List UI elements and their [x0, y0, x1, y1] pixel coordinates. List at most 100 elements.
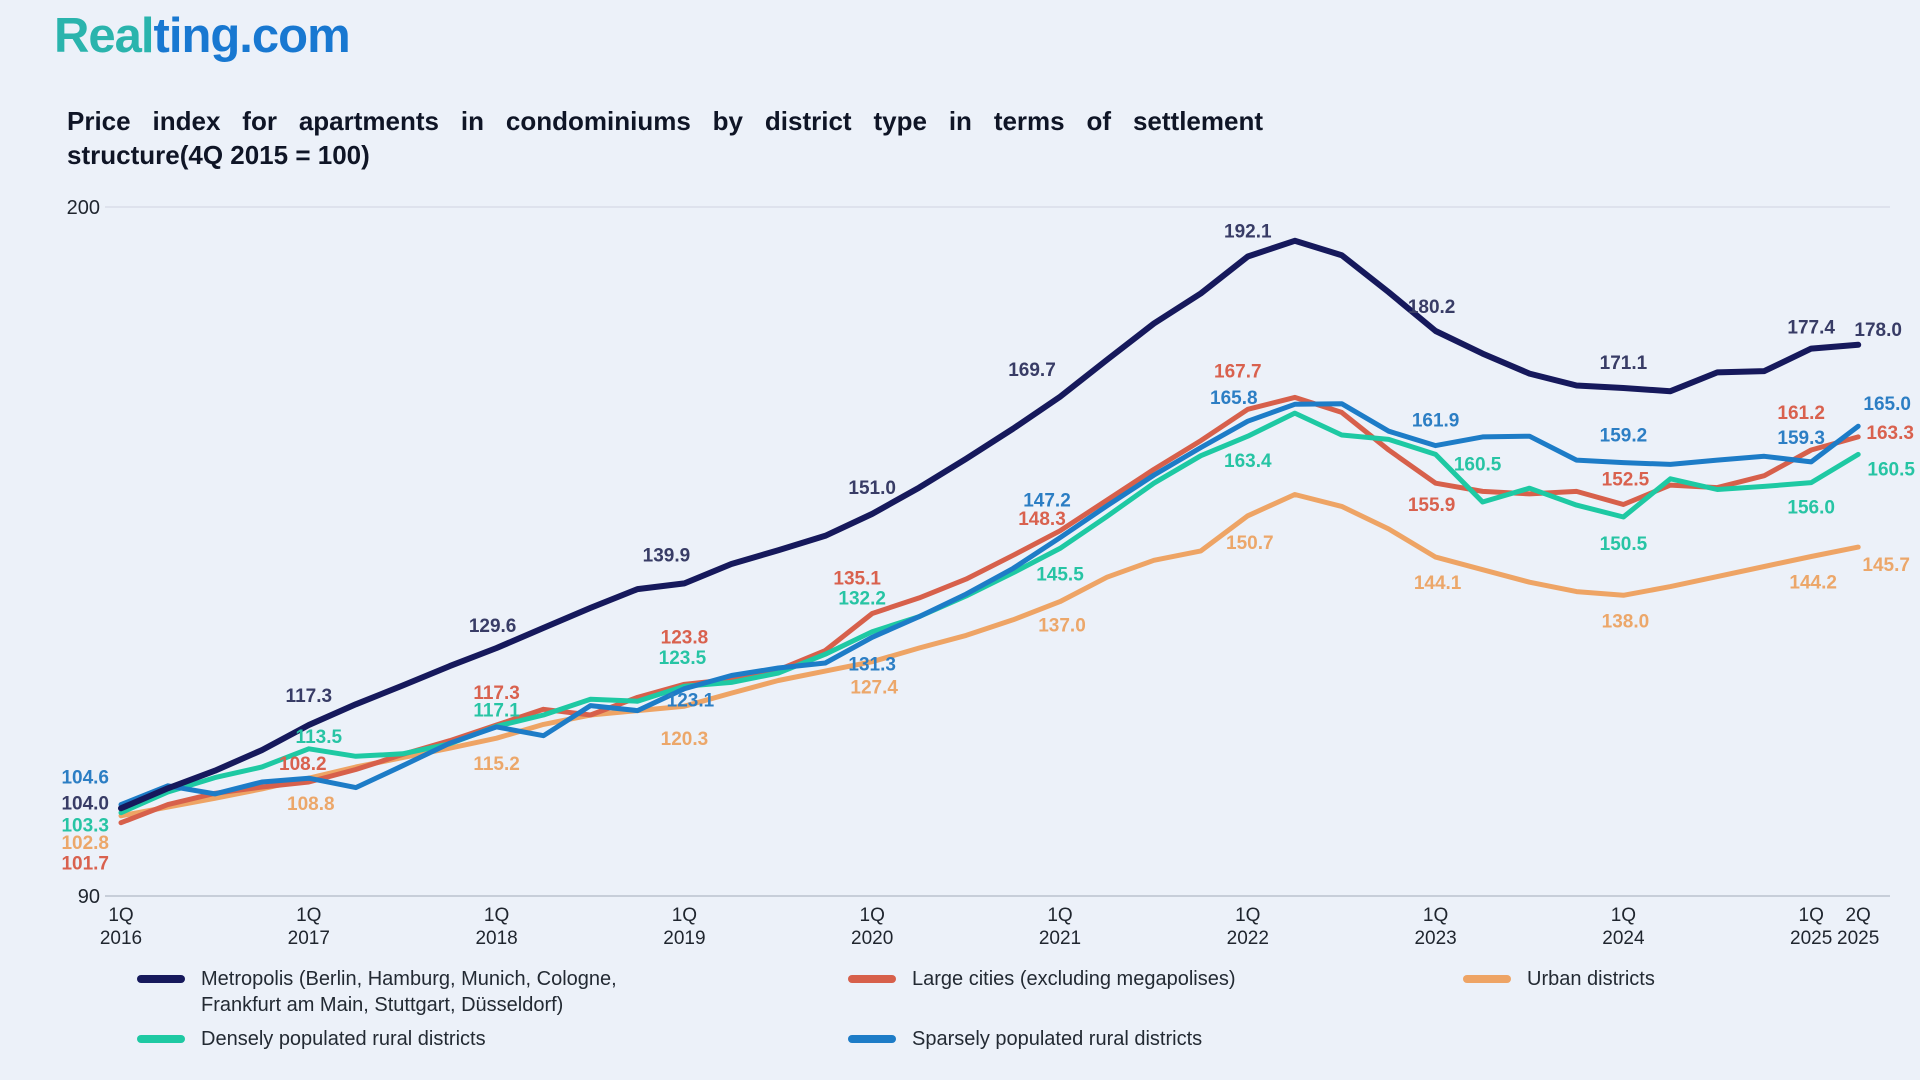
data-label-sparsely: 159.3 — [1777, 428, 1825, 449]
legend-item-urban[interactable]: Urban districts — [1463, 966, 1655, 992]
data-label-densely: 160.5 — [1454, 454, 1502, 475]
data-label-urban: 145.7 — [1862, 555, 1910, 576]
data-label-large_cities: 161.2 — [1777, 403, 1825, 424]
x-tick-label: 1Q — [1235, 905, 1260, 926]
x-tick-label: 2017 — [288, 928, 330, 949]
data-label-sparsely: 123.1 — [667, 691, 715, 712]
data-label-urban: 137.0 — [1038, 616, 1086, 637]
logo-part-blue: ting.com — [153, 9, 351, 63]
legend-item-large-cities[interactable]: Large cities (excluding megapolises) — [848, 966, 1236, 992]
data-label-metropolis: 104.0 — [61, 793, 109, 814]
legend-label-sparsely: Sparsely populated rural districts — [912, 1028, 1203, 1050]
data-label-densely: 163.4 — [1224, 451, 1272, 472]
legend-swatch-urban — [1463, 975, 1511, 983]
data-label-densely: 132.2 — [838, 589, 886, 610]
chart-title: Price index for apartments in condominiu… — [67, 104, 1263, 172]
data-label-sparsely: 147.2 — [1023, 491, 1071, 512]
series-line-densely — [118, 410, 1861, 816]
data-label-large_cities: 101.7 — [61, 854, 109, 875]
x-tick-label: 2023 — [1414, 928, 1456, 949]
x-tick-label: 2025 — [1790, 928, 1832, 949]
data-label-metropolis: 180.2 — [1408, 297, 1456, 318]
data-label-large_cities: 108.2 — [279, 754, 327, 775]
data-label-sparsely: 165.8 — [1210, 388, 1258, 409]
data-label-large_cities: 163.3 — [1866, 423, 1914, 444]
data-label-urban: 120.3 — [661, 729, 709, 750]
legend-item-sparsely[interactable]: Sparsely populated rural districts — [848, 1026, 1202, 1052]
data-label-densely: 160.5 — [1867, 459, 1915, 480]
data-label-large_cities: 135.1 — [833, 569, 881, 590]
data-label-metropolis: 177.4 — [1787, 318, 1835, 339]
data-label-sparsely: 104.6 — [61, 768, 109, 789]
legend-swatch-densely — [137, 1035, 185, 1043]
x-tick-label: 2024 — [1602, 928, 1645, 949]
data-label-large_cities: 152.5 — [1602, 470, 1650, 491]
series-line-urban — [118, 492, 1861, 819]
legend-label-large-cities: Large cities (excluding megapolises) — [912, 968, 1236, 990]
data-label-sparsely: 131.3 — [848, 654, 896, 675]
data-label-urban: 144.1 — [1414, 573, 1462, 594]
x-tick-label: 1Q — [1611, 905, 1636, 926]
x-tick-label: 1Q — [672, 905, 697, 926]
data-label-densely: 156.0 — [1787, 498, 1835, 519]
data-label-metropolis: 169.7 — [1008, 360, 1056, 381]
series-line-sparsely — [118, 401, 1861, 808]
data-label-large_cities: 117.3 — [473, 683, 520, 704]
x-tick-label: 2021 — [1039, 928, 1081, 949]
data-label-metropolis: 192.1 — [1224, 221, 1272, 242]
legend-swatch-large-cities — [848, 975, 896, 983]
legend-swatch-sparsely — [848, 1035, 896, 1043]
data-label-urban: 138.0 — [1602, 611, 1650, 632]
x-tick-label: 1Q — [1047, 905, 1072, 926]
x-tick-label: 1Q — [296, 905, 321, 926]
data-label-metropolis: 178.0 — [1854, 320, 1902, 341]
realting-logo[interactable]: Realting.com — [54, 8, 351, 64]
legend-label-densely: Densely populated rural districts — [201, 1028, 486, 1050]
y-tick-label: 90 — [78, 886, 100, 908]
x-tick-label: 2016 — [100, 928, 142, 949]
x-tick-label: 2022 — [1227, 928, 1269, 949]
data-label-urban: 150.7 — [1226, 533, 1274, 554]
data-label-sparsely: 165.0 — [1863, 394, 1911, 415]
data-label-urban: 144.2 — [1789, 573, 1837, 594]
data-label-large_cities: 155.9 — [1408, 495, 1456, 516]
chart-title-line1: Price index for apartments in condominiu… — [67, 106, 1263, 136]
data-label-densely: 103.3 — [61, 816, 109, 837]
series-line-metropolis — [118, 237, 1862, 812]
x-tick-label: 2025 — [1837, 928, 1879, 949]
x-tick-label: 2019 — [663, 928, 705, 949]
data-label-large_cities: 123.8 — [661, 627, 709, 648]
x-tick-label: 1Q — [1799, 905, 1824, 926]
data-label-metropolis: 129.6 — [469, 616, 517, 637]
chart-title-line2: structure(4Q 2015 = 100) — [67, 140, 370, 170]
data-label-large_cities: 167.7 — [1214, 361, 1262, 382]
data-label-urban: 115.2 — [473, 754, 520, 775]
y-tick-label: 200 — [67, 197, 100, 219]
legend-swatch-metropolis — [137, 975, 185, 983]
data-label-large_cities: 148.3 — [1018, 509, 1066, 530]
legend-label-urban: Urban districts — [1527, 968, 1655, 990]
data-label-metropolis: 171.1 — [1600, 353, 1648, 374]
legend-label-metropolis: Metropolis (Berlin, Hamburg, Munich, Col… — [201, 968, 617, 1016]
x-tick-label: 2020 — [851, 928, 893, 949]
data-label-metropolis: 139.9 — [643, 545, 691, 566]
data-label-densely: 123.5 — [659, 648, 707, 669]
data-label-urban: 127.4 — [850, 678, 898, 699]
data-label-sparsely: 161.9 — [1412, 411, 1460, 432]
data-label-densely: 113.5 — [296, 727, 343, 748]
x-tick-label: 1Q — [484, 905, 509, 926]
data-label-densely: 145.5 — [1036, 564, 1084, 585]
data-label-sparsely: 159.2 — [1600, 426, 1648, 447]
data-label-urban: 102.8 — [61, 833, 109, 854]
x-tick-label: 2Q — [1845, 905, 1870, 926]
data-label-metropolis: 117.3 — [286, 686, 333, 707]
data-label-densely: 150.5 — [1600, 534, 1648, 555]
x-tick-label: 1Q — [1423, 905, 1448, 926]
x-tick-label: 2018 — [475, 928, 517, 949]
legend-item-metropolis[interactable]: Metropolis (Berlin, Hamburg, Munich, Col… — [137, 966, 631, 1018]
data-label-densely: 117.1 — [473, 700, 520, 721]
data-label-metropolis: 151.0 — [848, 478, 896, 499]
logo-part-teal: Real — [54, 9, 155, 63]
legend-item-densely[interactable]: Densely populated rural districts — [137, 1026, 486, 1052]
